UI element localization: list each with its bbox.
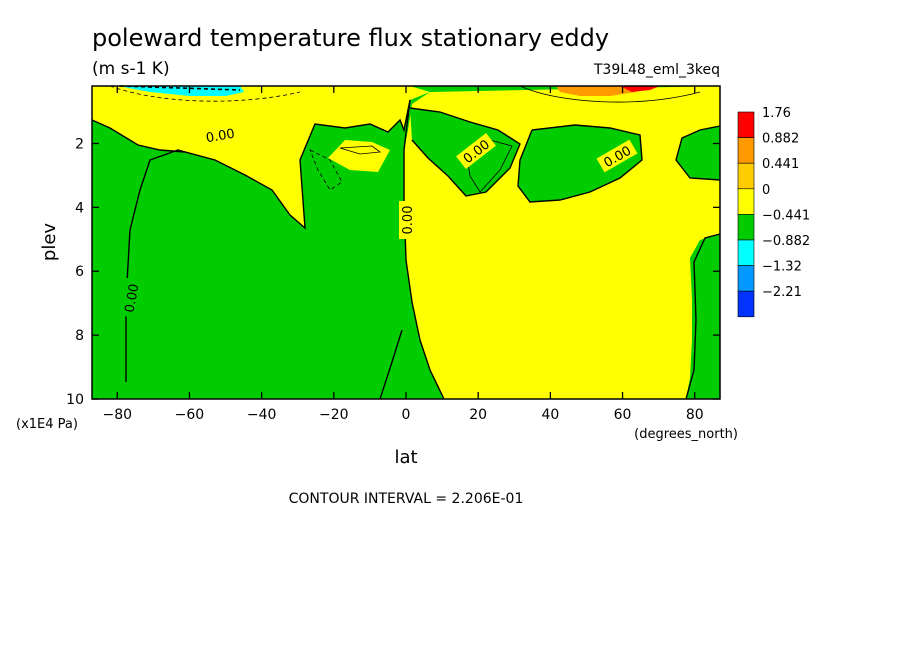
y-tick-label: 6 [75, 264, 84, 280]
y-axis-units: (x1E4 Pa) [16, 417, 78, 432]
max-positive-cell [620, 86, 660, 92]
x-tick-label: −40 [247, 407, 277, 423]
units-label: (m s-1 K) [92, 59, 170, 79]
colorbar-label: 0 [762, 183, 770, 198]
contour-label: 0.00 [401, 206, 416, 235]
x-tick-label: 80 [686, 407, 704, 423]
negative-region-equator [380, 330, 432, 399]
colorbar-swatch [737, 111, 755, 138]
x-tick-label: 40 [541, 407, 559, 423]
x-tick-label: 20 [469, 407, 487, 423]
colorbar-swatch [737, 188, 755, 215]
x-axis-label: lat [394, 447, 417, 468]
plot-area: 0.00 0.00 0.00 0.00 0.00 [91, 85, 721, 400]
colorbar-label: 0.882 [762, 132, 799, 147]
colorbar-swatch [737, 162, 755, 190]
colorbar-label: 1.76 [762, 106, 791, 121]
contour-label: 0.00 [123, 283, 143, 314]
x-tick-label: −60 [175, 407, 205, 423]
contour-label: 0.00 [205, 127, 236, 147]
zero-contours [91, 99, 721, 400]
contour-interval: CONTOUR INTERVAL = 2.206E-01 [289, 491, 524, 507]
y-tick-label: 10 [66, 392, 84, 408]
y-tick-label: 4 [75, 200, 84, 216]
colorbar: 1.76 0.882 0.441 0 −0.441 −0.882 −1.32 −2.21 [737, 106, 810, 318]
colorbar-swatch [737, 137, 755, 164]
y-axis: 2 4 6 8 10 [66, 136, 720, 408]
colorbar-swatch [737, 239, 755, 266]
y-tick-label: 2 [75, 136, 84, 152]
colorbar-label: −2.21 [762, 285, 802, 300]
strong-positive-cell [556, 86, 640, 96]
colorbar-label: −1.32 [762, 260, 802, 275]
x-tick-label: 0 [402, 407, 411, 423]
y-axis-label: plev [39, 223, 60, 262]
colorbar-swatch [737, 214, 755, 241]
colorbar-swatch [737, 265, 755, 292]
colorbar-label: −0.882 [762, 234, 810, 249]
x-tick-label: −20 [319, 407, 349, 423]
x-tick-label: 60 [614, 407, 632, 423]
colorbar-label: 0.441 [762, 157, 799, 172]
dataset-label: T39L48_eml_3keq [593, 62, 720, 78]
colorbar-swatch [737, 290, 755, 318]
x-tick-label: −80 [102, 407, 132, 423]
positive-region-upper-left [92, 86, 430, 228]
negative-blob-3 [676, 126, 720, 180]
negative-blob-2 [518, 125, 642, 202]
x-axis: −80 −60 −40 −20 0 20 40 60 80 [102, 86, 704, 423]
colorbar-label: −0.441 [762, 208, 810, 223]
y-tick-label: 8 [75, 328, 84, 344]
chart-title: poleward temperature flux stationary edd… [92, 24, 609, 52]
x-axis-units: (degrees_north) [634, 427, 738, 442]
